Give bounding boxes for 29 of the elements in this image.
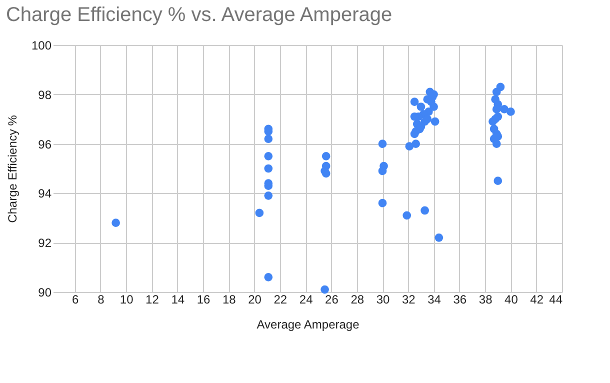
y-tick-label: 96: [38, 137, 52, 152]
x-axis-title: Average Amperage: [256, 318, 360, 332]
x-tick-label: 30: [376, 292, 390, 306]
x-tick-label: 32: [402, 292, 416, 306]
x-tick-label: 34: [428, 292, 442, 306]
x-tick-label: 26: [325, 292, 339, 306]
x-tick-label: 18: [222, 292, 236, 306]
x-tick-label: 28: [350, 292, 364, 306]
x-tick-label: 22: [274, 292, 288, 306]
x-tick-label: 16: [196, 292, 210, 306]
x-tick-label: 6: [72, 292, 79, 306]
y-tick-label: 100: [31, 38, 52, 52]
x-tick-label: 38: [478, 292, 493, 306]
x-tick-label: 12: [146, 292, 160, 306]
x-tick-label: 10: [120, 292, 134, 306]
x-tick-label: 42: [530, 292, 544, 306]
x-tick-label: 44: [549, 292, 563, 306]
y-tick-label: 98: [38, 88, 52, 102]
chart-title: Charge Efficiency % vs. Average Amperage: [6, 4, 392, 26]
y-tick-label: 90: [38, 286, 52, 300]
y-axis-title: Charge Efficiency %: [5, 114, 20, 223]
x-tick-label: 20: [248, 292, 262, 306]
x-tick-label: 40: [504, 292, 518, 306]
x-tick-label: 24: [299, 292, 314, 306]
y-tick-label: 92: [38, 236, 52, 250]
x-tick-label: 8: [98, 292, 105, 306]
x-tick-label: 36: [453, 292, 467, 306]
y-tick-label: 94: [38, 186, 52, 201]
x-tick-label: 14: [171, 292, 185, 306]
